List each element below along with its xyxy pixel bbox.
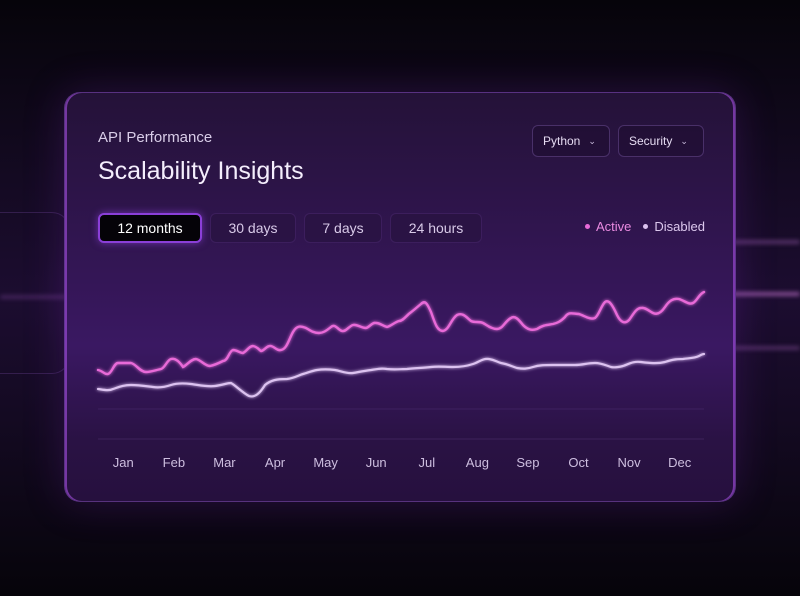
x-axis-label: Oct bbox=[568, 455, 589, 470]
language-dropdown[interactable]: Python ⌄ bbox=[532, 125, 610, 157]
series-disabled-line bbox=[96, 352, 706, 398]
light-streak bbox=[730, 240, 800, 244]
category-dropdown-label: Security bbox=[629, 134, 673, 148]
legend-label: Active bbox=[596, 219, 632, 234]
chart-legend: Active Disabled bbox=[585, 219, 705, 234]
x-axis-label: Feb bbox=[162, 455, 186, 470]
tab-24-hours[interactable]: 24 hours bbox=[390, 213, 482, 243]
performance-card: API Performance Scalability Insights Pyt… bbox=[64, 92, 736, 502]
series-active-line bbox=[96, 290, 706, 376]
category-dropdown[interactable]: Security ⌄ bbox=[618, 125, 704, 157]
legend-item-active: Active bbox=[585, 219, 631, 234]
card-subtitle: API Performance bbox=[98, 129, 213, 146]
tab-30-days[interactable]: 30 days bbox=[210, 213, 296, 243]
light-streak bbox=[730, 346, 800, 350]
x-axis-label: Nov bbox=[617, 455, 641, 470]
light-streak bbox=[730, 292, 800, 296]
legend-item-disabled: Disabled bbox=[643, 219, 705, 234]
legend-dot-icon bbox=[585, 224, 590, 229]
tab-7-days[interactable]: 7 days bbox=[304, 213, 382, 243]
tab-12-months[interactable]: 12 months bbox=[98, 213, 202, 243]
card-title: Scalability Insights bbox=[98, 157, 304, 185]
legend-dot-icon bbox=[643, 224, 649, 229]
time-range-tabs: 12 months 30 days 7 days 24 hours bbox=[98, 213, 482, 243]
x-axis-label: Jun bbox=[365, 455, 387, 470]
language-dropdown-label: Python bbox=[543, 134, 581, 148]
x-axis-label: May bbox=[313, 455, 338, 470]
chevron-down-icon: ⌄ bbox=[588, 135, 596, 146]
chevron-down-icon: ⌄ bbox=[680, 135, 688, 146]
x-axis-label: Dec bbox=[668, 455, 692, 470]
x-axis-labels: Jan Feb Mar Apr May Jun Jul Aug Sep Oct … bbox=[98, 455, 705, 470]
x-axis-label: Apr bbox=[264, 455, 286, 470]
x-axis-label: Sep bbox=[516, 455, 540, 470]
x-axis-label: Jul bbox=[418, 455, 436, 470]
x-axis-label: Mar bbox=[213, 455, 236, 470]
x-axis-label: Aug bbox=[465, 455, 489, 470]
decorative-circuit-line bbox=[0, 212, 70, 374]
x-axis-label: Jan bbox=[112, 455, 134, 470]
light-streak bbox=[0, 295, 70, 299]
legend-label: Disabled bbox=[654, 219, 705, 234]
